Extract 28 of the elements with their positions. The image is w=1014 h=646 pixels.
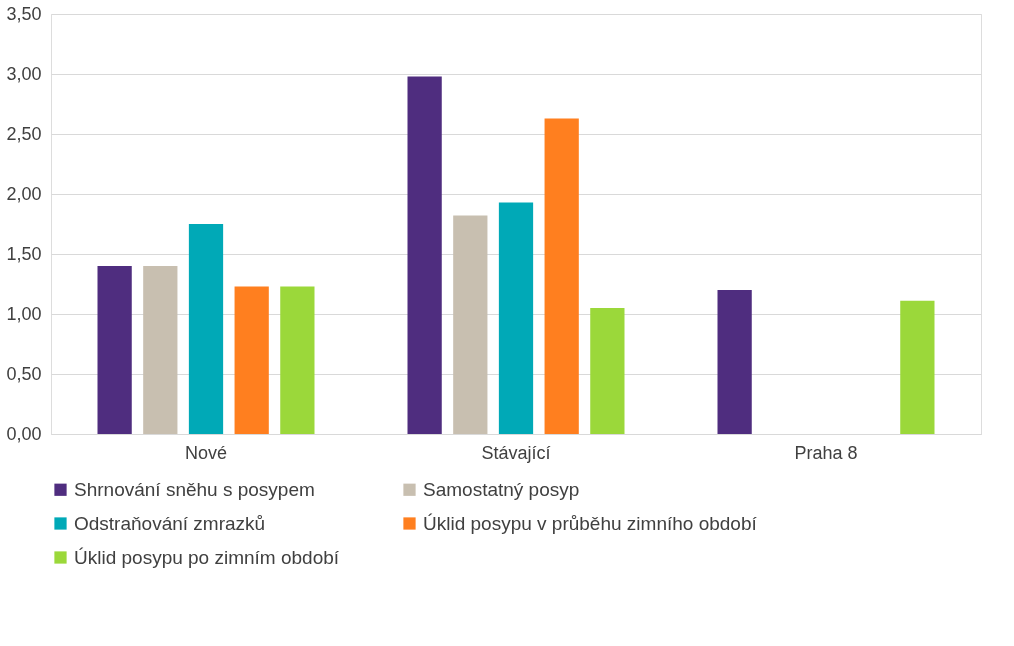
x-tick-label: Praha 8	[794, 442, 858, 463]
bar	[590, 308, 625, 434]
y-tick-label: 1,00	[6, 303, 42, 324]
y-tick-label: 2,00	[6, 183, 42, 204]
bar	[544, 118, 579, 434]
bar	[97, 266, 132, 434]
bar	[900, 300, 935, 434]
bar	[143, 266, 178, 434]
bar	[407, 76, 442, 434]
y-tick-label: 1,50	[6, 243, 42, 264]
bar	[280, 286, 315, 434]
bar	[188, 224, 224, 434]
legend-label: Úklid posypu v průběhu zimního období	[423, 512, 758, 534]
y-tick-label: 0,50	[6, 363, 42, 384]
x-tick-label: Nové	[184, 442, 228, 463]
y-tick-label: 3,50	[6, 3, 42, 24]
legend-label: Samostatný posyp	[423, 478, 580, 500]
legend-label: Shrnování sněhu s posypem	[74, 478, 315, 500]
x-tick-label: Stávající	[481, 442, 551, 463]
legend-label: Úklid posypu po zimním období	[74, 546, 340, 568]
y-tick-label: 2,50	[6, 123, 42, 144]
y-tick-label: 0,00	[6, 423, 42, 444]
legend-label: Odstraňování zmrazků	[74, 512, 266, 534]
bar	[717, 290, 752, 434]
bar	[453, 215, 488, 434]
bar	[234, 286, 269, 434]
bar	[498, 202, 534, 434]
y-tick-label: 3,00	[6, 63, 42, 84]
